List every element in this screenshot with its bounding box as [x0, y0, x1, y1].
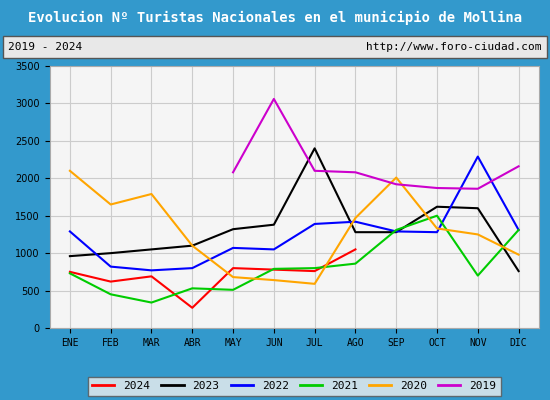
Text: Evolucion Nº Turistas Nacionales en el municipio de Mollina: Evolucion Nº Turistas Nacionales en el m…	[28, 11, 522, 25]
FancyBboxPatch shape	[3, 36, 547, 58]
Text: http://www.foro-ciudad.com: http://www.foro-ciudad.com	[366, 42, 542, 52]
Text: 2019 - 2024: 2019 - 2024	[8, 42, 82, 52]
Legend: 2024, 2023, 2022, 2021, 2020, 2019: 2024, 2023, 2022, 2021, 2020, 2019	[87, 377, 501, 396]
